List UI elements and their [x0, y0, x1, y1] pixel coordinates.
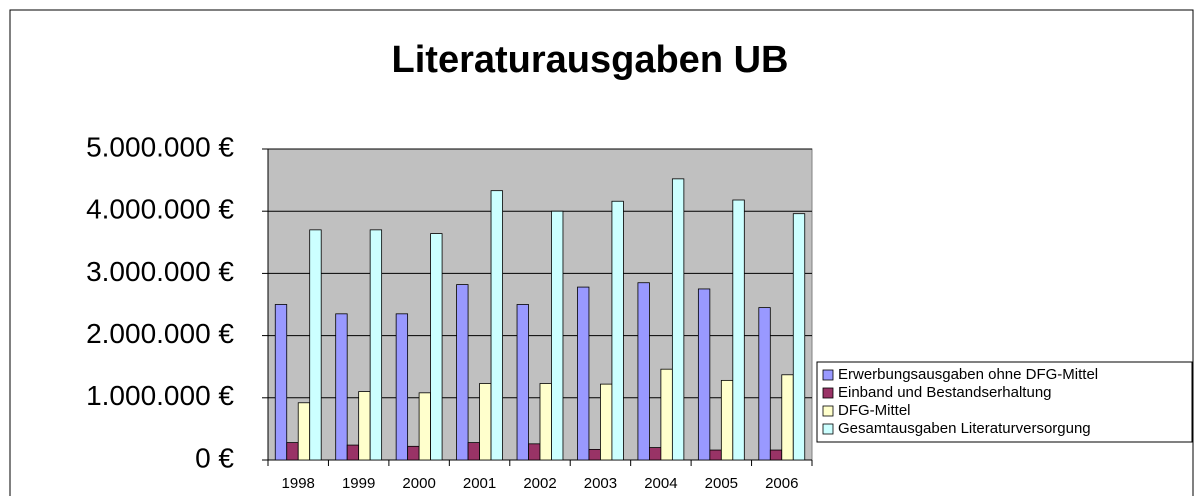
- bar: [577, 286, 590, 461]
- bar: [430, 233, 443, 461]
- x-tick-label: 2000: [402, 475, 435, 492]
- bar: [792, 213, 806, 461]
- y-tick-label: 1.000.000 €: [86, 380, 234, 411]
- legend-swatch: [822, 423, 834, 435]
- legend-label: Erwerbungsausgaben ohne DFG-Mittel: [838, 366, 1098, 383]
- x-tick-label: 1998: [282, 475, 315, 492]
- bar: [335, 313, 348, 461]
- y-tick-label: 3.000.000 €: [86, 256, 234, 287]
- bar: [709, 449, 722, 461]
- bar: [551, 210, 564, 461]
- bar: [671, 178, 685, 461]
- x-tick-label: 2006: [765, 475, 798, 492]
- legend-label: Gesamtausgaben Literaturversorgung: [838, 420, 1091, 437]
- bar: [407, 445, 420, 461]
- legend-swatch: [822, 369, 834, 381]
- x-tick-label: 2004: [644, 475, 677, 492]
- bar: [456, 284, 469, 461]
- legend-swatch: [822, 387, 834, 399]
- bar: [758, 307, 771, 461]
- y-tick-label: 5.000.000 €: [86, 131, 234, 162]
- bar: [490, 190, 503, 461]
- bar: [660, 368, 673, 461]
- legend-swatch: [822, 405, 834, 417]
- bar: [588, 449, 601, 461]
- bar: [395, 313, 409, 461]
- bar: [358, 391, 371, 461]
- legend-box: [816, 361, 1193, 443]
- bar: [479, 383, 492, 461]
- bar: [732, 199, 745, 461]
- bar: [611, 200, 624, 461]
- bar: [286, 442, 299, 461]
- bar: [781, 374, 794, 461]
- bar: [539, 383, 552, 461]
- bar: [528, 443, 541, 461]
- bar: [769, 449, 783, 461]
- x-tick-label: 1999: [342, 475, 375, 492]
- y-tick-label: 0 €: [195, 442, 234, 473]
- y-tick-label: 2.000.000 €: [86, 318, 234, 349]
- bar: [309, 229, 322, 461]
- bar: [649, 447, 662, 461]
- bar: [697, 288, 711, 461]
- bar: [369, 229, 383, 461]
- bar: [600, 383, 613, 461]
- x-tick-label: 2003: [584, 475, 617, 492]
- bar: [274, 304, 288, 461]
- bar: [516, 304, 529, 461]
- bar: [637, 282, 650, 461]
- x-tick-label: 2002: [523, 475, 556, 492]
- bar: [467, 442, 480, 461]
- legend-label: DFG-Mittel: [838, 402, 911, 419]
- legend-label: Einband und Bestandserhaltung: [838, 384, 1052, 401]
- y-tick-label: 4.000.000 €: [86, 194, 234, 225]
- bar: [346, 444, 360, 461]
- bar: [720, 379, 734, 461]
- x-tick-label: 2005: [705, 475, 738, 492]
- chart-title: Literaturausgaben UB: [392, 39, 789, 81]
- x-tick-label: 2001: [463, 475, 496, 492]
- bar: [418, 392, 431, 461]
- bar: [297, 402, 311, 461]
